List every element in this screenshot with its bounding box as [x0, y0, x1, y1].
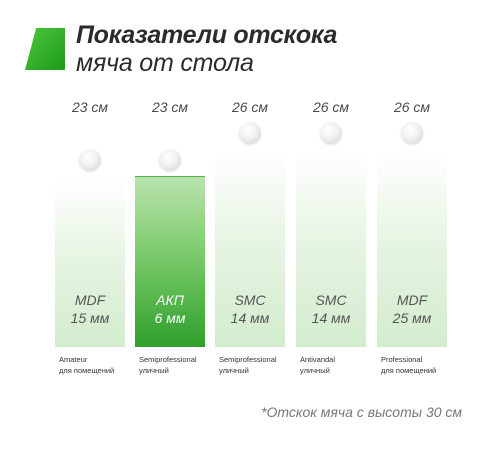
level-label: Antivandal [300, 355, 336, 364]
thickness-label: 14 мм [311, 310, 351, 326]
footnote: *Отскок мяча с высоты 30 см [261, 404, 462, 420]
bounce-height-label: 26 см [231, 99, 269, 115]
bounce-column: 26 см MDF 25 мм Professional для помещен… [377, 0, 447, 450]
usage-label: уличный [219, 366, 249, 375]
bounce-bar [215, 150, 285, 347]
ball-icon [239, 122, 261, 144]
bounce-height-label: 26 см [312, 99, 350, 115]
material-label: MDF [396, 292, 428, 308]
bounce-column: 26 см SMC 14 мм Semiprofessional уличный [215, 0, 285, 450]
level-label: Semiprofessional [139, 355, 197, 364]
table-caption: Amateur для помещений [59, 354, 149, 376]
level-label: Amateur [59, 355, 88, 364]
level-label: Semiprofessional [219, 355, 277, 364]
bounce-bar [296, 150, 366, 347]
usage-label: для помещений [59, 366, 115, 375]
table-caption: Professional для помещений [381, 354, 471, 376]
bounce-height-label: 26 см [393, 99, 431, 115]
bounce-bar [55, 178, 125, 347]
bounce-bar-highlighted [135, 176, 205, 347]
bounce-height-label: 23 см [151, 99, 189, 115]
material-label: АКП [156, 292, 184, 308]
ball-icon [320, 122, 342, 144]
bounce-column: 23 см MDF 15 мм Amateur для помещений [55, 0, 125, 450]
thickness-label: 14 мм [230, 310, 270, 326]
page-title: Показатели отскока [76, 21, 338, 49]
material-label: SMC [234, 292, 266, 308]
level-label: Professional [381, 355, 423, 364]
bounce-height-label: 23 см [71, 99, 109, 115]
ball-icon [79, 149, 101, 171]
bounce-bar [377, 150, 447, 347]
thickness-label: 25 мм [392, 310, 432, 326]
table-caption: Semiprofessional уличный [139, 354, 229, 376]
ball-icon [401, 122, 423, 144]
page-subtitle: мяча от стола [76, 49, 254, 77]
usage-label: для помещений [381, 366, 437, 375]
ball-icon [159, 149, 181, 171]
thickness-label: 6 мм [154, 310, 186, 326]
table-caption: Antivandal уличный [300, 354, 390, 376]
usage-label: уличный [139, 366, 169, 375]
material-label: MDF [74, 292, 106, 308]
bounce-column: 23 см АКП 6 мм Semiprofessional уличный [135, 0, 205, 450]
material-label: SMC [315, 292, 347, 308]
thickness-label: 15 мм [70, 310, 110, 326]
table-caption: Semiprofessional уличный [219, 354, 309, 376]
usage-label: уличный [300, 366, 330, 375]
bounce-column: 26 см SMC 14 мм Antivandal уличный [296, 0, 366, 450]
